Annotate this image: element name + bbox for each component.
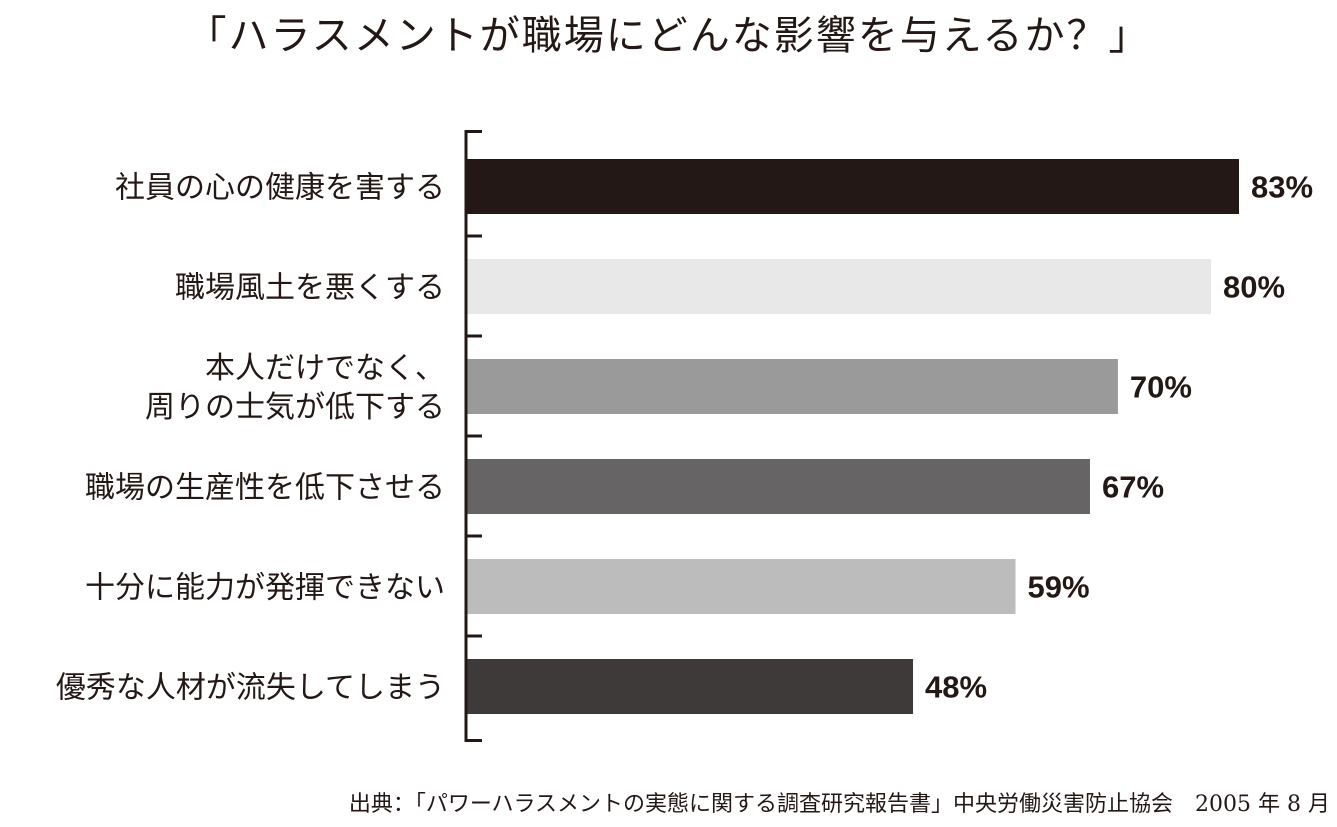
source-citation: 出典：「パワーハラスメントの実態に関する調査研究報告書」中央労働災害防止協会 2… — [348, 792, 1330, 817]
data-label: 70% — [1130, 370, 1192, 405]
category-label: 本人だけでなく、 — [205, 351, 445, 386]
bar — [467, 259, 1212, 314]
category-label: 十分に能力が発揮できない — [85, 571, 445, 606]
bar — [467, 459, 1090, 514]
data-label: 67% — [1102, 470, 1164, 505]
bar — [467, 359, 1118, 414]
category-label: 職場風土を悪くする — [175, 271, 445, 306]
bar — [467, 559, 1016, 614]
data-label: 48% — [925, 670, 987, 705]
bar-chart: 83% 社員の心の健康を害する 80% 職場風土を悪くする 70% 本人だけでなく、周りの… — [56, 130, 1313, 742]
category-label: 社員の心の健康を害する — [115, 171, 445, 206]
category-label: 職場の生産性を低下させる — [85, 471, 445, 506]
data-label: 80% — [1223, 270, 1285, 305]
data-label: 59% — [1027, 570, 1089, 605]
data-label: 83% — [1251, 170, 1313, 205]
bar — [467, 659, 914, 714]
bar — [467, 159, 1239, 214]
chart-title: 「ハラスメントが職場にどんな影響を与えるか？」 — [186, 13, 1151, 59]
category-label: 周りの士気が低下する — [145, 390, 445, 425]
category-label: 優秀な人材が流失してしまう — [56, 671, 445, 706]
